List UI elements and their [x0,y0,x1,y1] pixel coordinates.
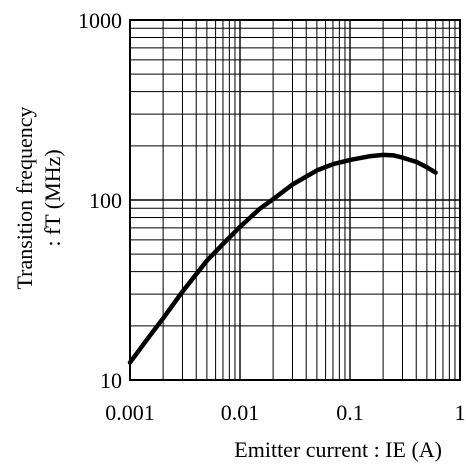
y-tick-label-10: 10 [100,368,122,393]
x-tick-label-0.001: 0.001 [105,400,155,425]
x-tick-label-0.1: 0.1 [336,400,364,425]
grid [130,20,460,380]
y-axis-label-line1: Transition frequency [12,106,37,289]
y-tick-label-1000: 1000 [78,8,122,33]
y-axis-label-line2: : fT (MHz) [40,149,65,246]
plot-frame [129,19,461,381]
ft-curve [127,152,438,365]
x-tick-label-1: 1 [455,400,466,425]
x-tick-label-0.01: 0.01 [221,400,260,425]
y-tick-label-100: 100 [89,188,122,213]
x-axis-label: Emitter current : IE (A) [234,437,442,462]
